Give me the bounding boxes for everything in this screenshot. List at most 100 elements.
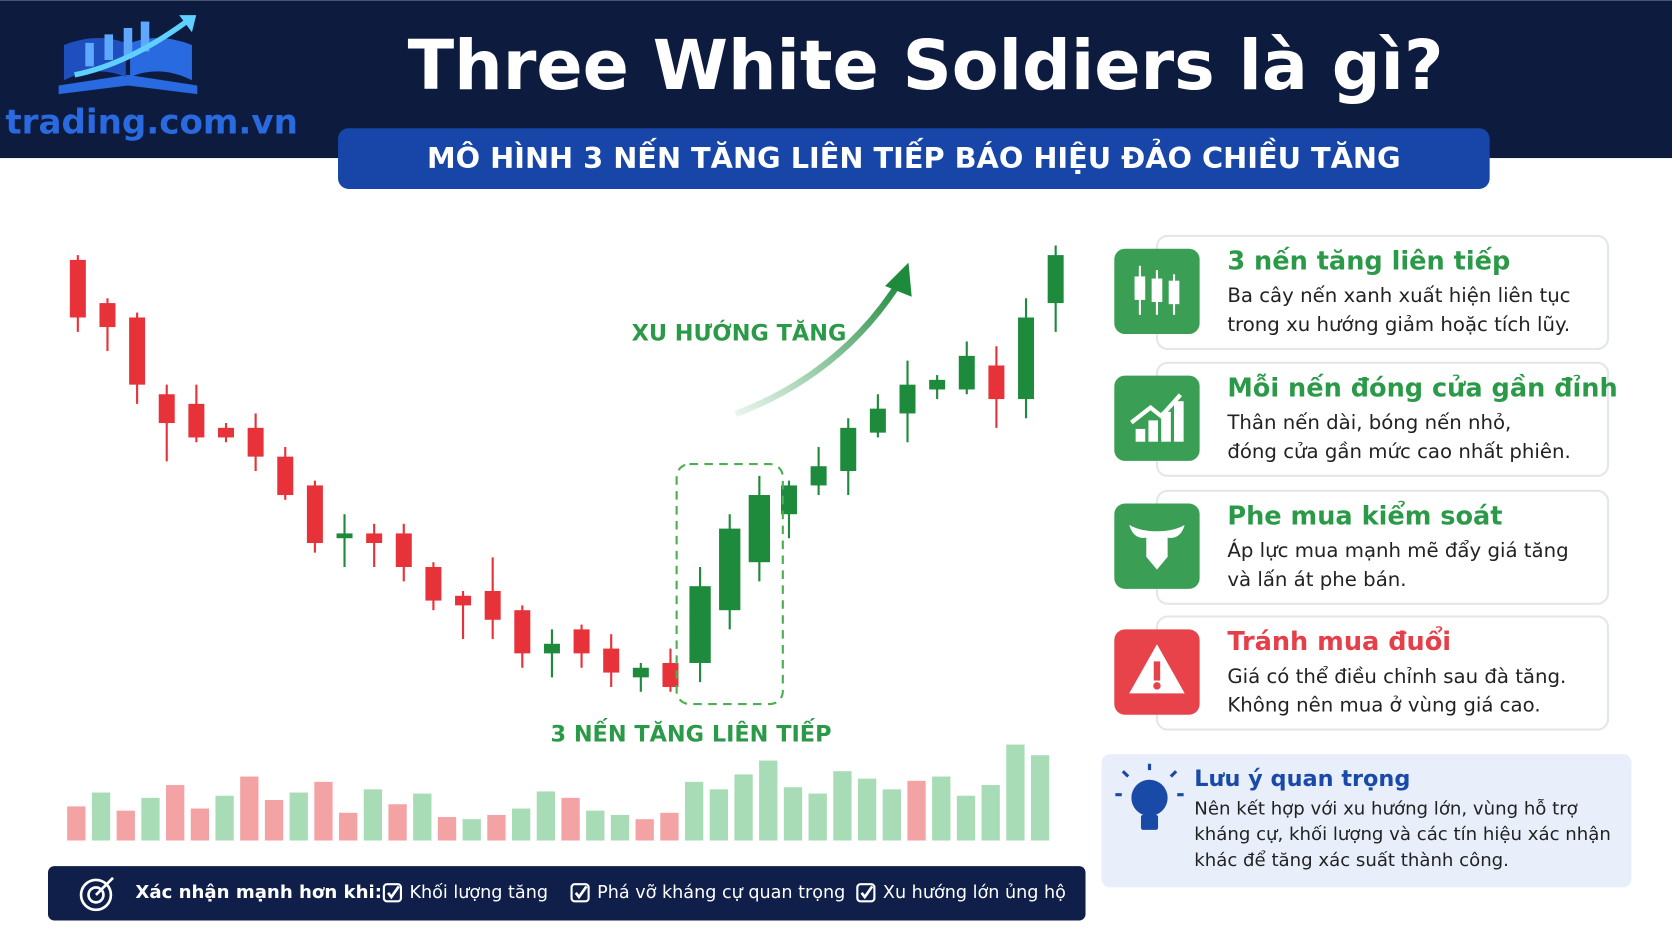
candle-body <box>748 495 771 563</box>
volume-bar <box>783 787 803 841</box>
volume-bar <box>141 797 160 841</box>
candle-body <box>99 303 116 328</box>
volume-bar <box>363 789 383 841</box>
candle-body <box>988 365 1005 400</box>
bulb-icon <box>1115 763 1184 830</box>
candle-body <box>958 355 975 390</box>
candle-body <box>484 590 501 620</box>
check-mark <box>860 885 874 900</box>
check-box <box>382 883 403 903</box>
check-box <box>856 883 876 903</box>
volume-bar <box>833 771 852 841</box>
icon-excl <box>1153 661 1161 681</box>
candle-body <box>1047 255 1064 304</box>
card-icon <box>1114 375 1200 461</box>
note-title: Lưu ý quan trọng <box>1194 766 1410 792</box>
confirm-item: Phá vỡ kháng cự quan trọng <box>597 883 845 903</box>
candle-body <box>1018 317 1035 400</box>
volume-bar <box>388 804 407 841</box>
volume-bar <box>511 808 531 841</box>
volume-bar <box>413 793 432 841</box>
confirm-label: Xác nhận mạnh hơn khi: <box>135 882 382 903</box>
candle-body <box>929 379 946 390</box>
card-text: Áp lực mua mạnh mẽ đẩy giá tăng <box>1227 539 1568 562</box>
candle-body <box>780 485 797 515</box>
volume-bar <box>462 819 481 841</box>
trend-arrow-head <box>885 262 912 297</box>
card-title: Mỗi nến đóng cửa gần đỉnh <box>1227 373 1617 403</box>
target-icon <box>79 876 114 912</box>
volume-bar <box>536 791 556 841</box>
card-title: 3 nến tăng liên tiếp <box>1227 247 1510 277</box>
candle-body <box>129 317 146 385</box>
icon-bar <box>1148 420 1159 442</box>
candle-body <box>899 384 916 414</box>
candle-body <box>603 648 620 673</box>
candle-body <box>810 466 827 486</box>
candle-layer <box>69 245 1064 706</box>
volume-bar <box>635 819 654 841</box>
chart-area <box>47 213 1086 845</box>
note-box <box>1101 754 1632 888</box>
volume-bar <box>240 776 259 841</box>
note-lines: Nên kết hợp với xu hướng lớn, vùng hỗ tr… <box>1194 799 1611 871</box>
logo-icon <box>58 15 198 95</box>
check-mark <box>574 885 588 900</box>
note-text: khác để tăng xác suất thành công. <box>1194 850 1509 871</box>
volume-bar <box>932 776 951 841</box>
card-text: Không nên mua ở vùng giá cao. <box>1227 694 1540 717</box>
volume-bar <box>289 792 308 841</box>
icon-body <box>1168 280 1180 305</box>
volume-bar <box>561 797 580 841</box>
card-text: Ba cây nến xanh xuất hiện liên tục <box>1227 284 1570 307</box>
pattern-box <box>675 463 784 706</box>
pattern-label: 3 NẾN TĂNG LIÊN TIẾP <box>550 716 831 747</box>
volume-bar <box>808 793 827 841</box>
card-text: Giá có thể điều chỉnh sau đà tăng. <box>1227 665 1566 688</box>
candle-body <box>689 586 711 663</box>
volume-layer <box>67 744 1050 841</box>
volume-bar <box>215 795 234 841</box>
confirm-items: Khối lượng tăng Phá vỡ kháng cự quan trọn… <box>382 882 1066 903</box>
volume-bar <box>314 781 333 841</box>
volume-bar <box>586 810 605 841</box>
candle-body <box>573 629 590 654</box>
cards: 3 nến tăng liên tiếp Ba cây nến xanh xuất… <box>1114 234 1618 731</box>
volume-bar <box>116 810 135 841</box>
confirm-item: Xu hướng lớn ủng hộ <box>883 883 1066 903</box>
icon-bar <box>1135 428 1146 442</box>
volume-bar <box>907 780 926 841</box>
candle-body <box>662 662 679 687</box>
volume-bar <box>487 814 506 841</box>
volume-bar <box>882 789 901 841</box>
candle-body <box>306 485 323 544</box>
icon-arrow <box>1130 393 1183 425</box>
candle-body <box>425 567 442 601</box>
candle-body <box>543 643 560 654</box>
candle-body <box>188 403 205 438</box>
candle-body <box>366 533 383 544</box>
volume-bar <box>709 789 729 841</box>
volume-bar <box>166 785 185 841</box>
candle-body <box>336 533 353 539</box>
candle-body <box>217 427 234 438</box>
card-text: trong xu hướng giảm hoặc tích lũy. <box>1227 313 1570 336</box>
volume-bar <box>190 808 210 841</box>
volume-bar <box>956 795 976 841</box>
check-box <box>570 883 590 903</box>
card-text: và lấn át phe bán. <box>1227 568 1406 591</box>
note-text: Nên kết hợp với xu hướng lớn, vùng hỗ tr… <box>1194 799 1577 820</box>
icon-excl-dot <box>1153 682 1161 690</box>
volume-bar <box>1030 755 1050 841</box>
trend-arrow <box>734 277 904 417</box>
candle-body <box>514 610 531 654</box>
candle-body <box>455 595 472 606</box>
confirm-item: Khối lượng tăng <box>409 882 548 903</box>
candle-body <box>69 259 86 318</box>
title: Three White Soldiers là gì? <box>408 27 1444 106</box>
candle-body <box>395 533 412 568</box>
candle-body <box>247 427 264 457</box>
candle-body <box>719 528 741 611</box>
subtitle-pill <box>338 128 1490 189</box>
volume-bar <box>857 778 877 841</box>
